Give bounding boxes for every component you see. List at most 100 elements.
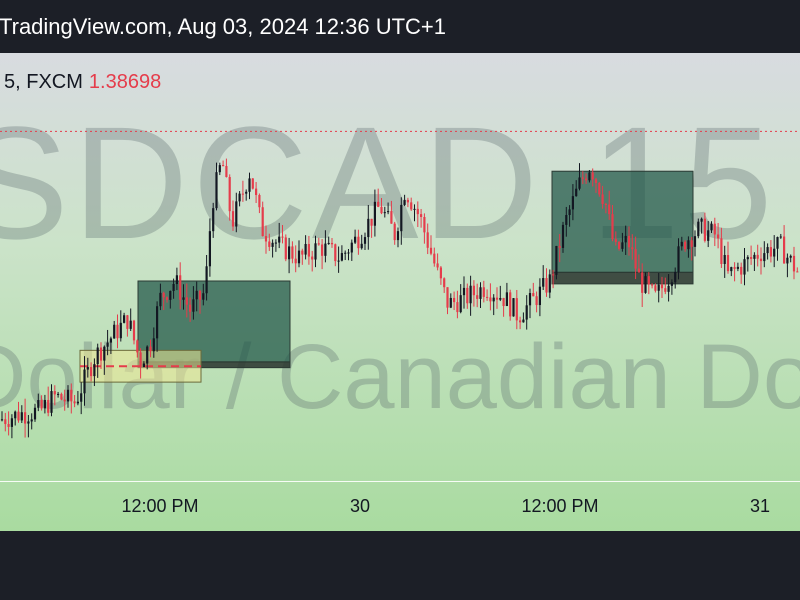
candle-body xyxy=(403,199,406,205)
candle-body xyxy=(453,297,456,303)
candle-body xyxy=(370,218,373,226)
candle-body xyxy=(759,258,763,262)
candle-body xyxy=(456,302,459,313)
candle-body xyxy=(631,247,634,250)
candle-body xyxy=(40,400,43,409)
candle-body xyxy=(578,177,581,189)
candle-body xyxy=(436,263,439,268)
last-price: 1.38698 xyxy=(88,71,162,93)
candle-body xyxy=(420,214,423,218)
candle-body xyxy=(502,298,505,306)
candle-body xyxy=(83,369,86,394)
candle-body xyxy=(773,248,776,257)
candle-body xyxy=(169,290,172,300)
candle-body xyxy=(33,407,37,420)
candle-body xyxy=(248,178,251,192)
candle-body xyxy=(363,237,367,244)
candle-body xyxy=(472,285,475,296)
candle-body xyxy=(205,266,208,294)
candle-body xyxy=(225,166,228,178)
candle-body xyxy=(429,247,433,254)
candle-body xyxy=(53,391,56,395)
chart-caption: TradingView.com, Aug 03, 2024 12:36 UTC+… xyxy=(0,14,447,39)
candle-body xyxy=(624,235,627,243)
candle-body xyxy=(585,178,588,181)
candle-body xyxy=(109,338,112,343)
candle-body xyxy=(241,193,244,195)
candle-body xyxy=(66,389,70,402)
candle-body xyxy=(383,212,386,214)
candle-body xyxy=(627,235,631,248)
candle-body xyxy=(57,393,60,395)
candle-body xyxy=(400,204,403,232)
candle-body xyxy=(271,242,274,247)
candle-body xyxy=(608,204,611,215)
candle-body xyxy=(27,421,30,424)
candle-body xyxy=(255,188,258,196)
x-tick-label: 30 xyxy=(349,496,371,516)
candle-body xyxy=(680,241,683,247)
candle-body xyxy=(43,399,46,409)
candle-body xyxy=(489,297,492,302)
candle-body xyxy=(208,231,211,267)
candle-body xyxy=(446,287,449,308)
candle-body xyxy=(660,284,664,289)
price-plot[interactable] xyxy=(0,53,800,481)
candle-body xyxy=(238,193,241,202)
candle-body xyxy=(50,391,53,413)
candle-body xyxy=(598,183,601,195)
candle-body xyxy=(469,285,472,304)
x-tick-label: 12:00 PM xyxy=(521,496,599,516)
candle-body xyxy=(90,367,93,377)
bottom-bar xyxy=(0,531,800,600)
candle-body xyxy=(766,247,769,254)
candle-body xyxy=(380,206,383,214)
candle-body xyxy=(426,232,429,248)
candle-body xyxy=(142,363,145,368)
chart-area[interactable]: SDCAD 15 Dollar / Canadian Do 5, FXCM 1.3… xyxy=(0,53,800,531)
candle-body xyxy=(14,411,17,419)
candle-body xyxy=(321,244,324,256)
candle-body xyxy=(281,236,284,238)
candle-body xyxy=(413,208,416,210)
candle-body xyxy=(495,297,499,300)
candle-body xyxy=(334,244,337,262)
candle-body xyxy=(515,298,518,321)
candle-body xyxy=(684,241,687,250)
candle-body xyxy=(10,418,13,427)
candle-body xyxy=(324,243,327,256)
candle-body xyxy=(152,338,155,352)
time-axis-line xyxy=(0,481,800,482)
candle-body xyxy=(535,296,538,306)
candle-body xyxy=(126,315,129,329)
candle-body xyxy=(733,267,736,269)
candle-body xyxy=(443,278,446,288)
candle-body xyxy=(690,240,693,247)
candle-body xyxy=(264,236,268,242)
candle-body xyxy=(786,257,789,264)
candle-body xyxy=(545,278,548,293)
candle-body xyxy=(304,243,307,255)
candle-body xyxy=(136,340,139,353)
candle-body xyxy=(4,419,7,425)
candle-body xyxy=(261,207,264,237)
candle-body xyxy=(406,199,409,203)
candle-body xyxy=(726,255,730,272)
candle-body xyxy=(601,194,604,204)
candle-body xyxy=(509,292,512,317)
symbol-label: 5, FXCM xyxy=(4,71,83,93)
candle-body xyxy=(393,223,396,241)
candle-body xyxy=(258,195,261,208)
candle-body xyxy=(789,255,792,258)
candle-body xyxy=(519,320,522,323)
candle-body xyxy=(116,324,119,339)
candle-body xyxy=(390,211,393,224)
symbol-legend[interactable]: 5, FXCM 1.38698 xyxy=(4,71,161,94)
candle-body xyxy=(621,242,624,249)
candle-body xyxy=(235,201,238,227)
candle-body xyxy=(288,246,291,260)
candle-body xyxy=(165,297,169,300)
candle-body xyxy=(462,287,466,296)
candle-body xyxy=(347,252,350,254)
candle-body xyxy=(571,196,574,210)
